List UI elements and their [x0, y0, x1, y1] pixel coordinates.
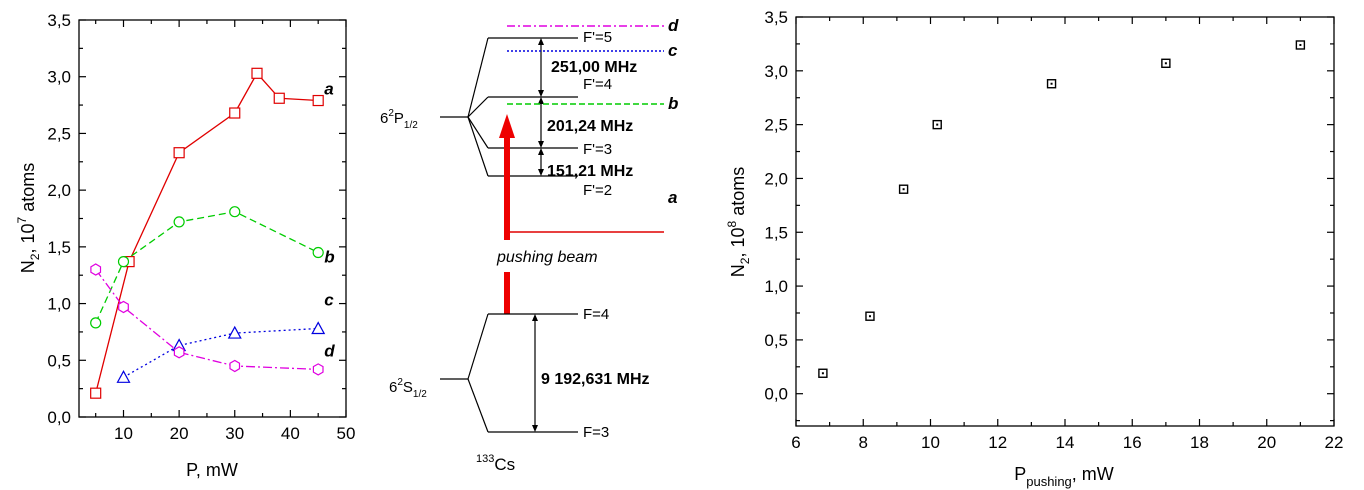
series-a-point: [229, 107, 241, 119]
data-point: [898, 184, 909, 194]
p-state-label: 62P1/2: [380, 108, 418, 131]
series-c-line: [123, 327, 319, 378]
data-point: [865, 311, 875, 321]
left-series: a b c d: [90, 67, 335, 399]
series-d-label: d: [324, 341, 335, 360]
right-plot-frame: [795, 16, 1335, 427]
left-y-tick-2: 1,0: [47, 295, 71, 314]
splitting-ground: 9 192,631 MHz: [541, 371, 650, 388]
left-x-axis-label: P, mW: [186, 460, 238, 480]
right-series: [818, 40, 1306, 378]
series-b-point: [90, 317, 102, 329]
series-a-point: [312, 94, 324, 107]
left-y-tick-0: 0,0: [47, 408, 71, 427]
right-y-tick-3: 1,5: [764, 223, 788, 242]
splitting-f5-f4: 251,00 MHz: [551, 59, 637, 76]
left-y-tick-1: 0,5: [47, 351, 71, 370]
left-y-tick-6: 3,0: [47, 68, 71, 87]
right-x-tick-1: 8: [859, 433, 868, 452]
right-y-axis-label: N2, 108 atoms: [725, 167, 752, 277]
left-y-tick-5: 2,5: [47, 124, 71, 143]
series-c-point: [227, 325, 242, 339]
data-point: [818, 368, 828, 378]
line-d-label: d: [668, 16, 679, 35]
data-point: [1161, 58, 1171, 68]
left-x-tick-2: 30: [225, 424, 244, 443]
s-state-label: 62S1/2: [389, 377, 427, 400]
line-c-label: c: [668, 41, 678, 60]
series-b-point: [173, 216, 185, 228]
right-y-tick-5: 2,5: [764, 116, 788, 135]
series-d-line: [95, 269, 319, 371]
left-y-tick-4: 2,0: [47, 181, 71, 200]
level-f3-label: F=3: [583, 424, 609, 441]
right-y-tick-6: 3,0: [764, 62, 788, 81]
left-y-tick-3: 1,5: [47, 238, 71, 257]
left-y-axis: 0,0 0,5 1,0 1,5 2,0 2,5 3,0 3,5: [47, 11, 346, 427]
left-x-tick-4: 50: [337, 424, 356, 443]
series-b-point: [229, 206, 241, 218]
series-d-point: [229, 359, 241, 373]
left-x-axis: 10 20 30 40 50: [95, 20, 356, 443]
left-plot-frame: [78, 19, 347, 418]
right-y-tick-1: 0,5: [764, 331, 788, 350]
splitting-f4-f3: 201,24 MHz: [547, 118, 633, 135]
right-y-tick-4: 2,0: [764, 169, 788, 188]
splitting-f3-f2: 151,21 MHz: [547, 163, 633, 180]
right-y-tick-2: 1,0: [764, 277, 788, 296]
right-y-axis: 0,0 0,5 1,0 1,5 2,0 2,5 3,0 3,5: [764, 8, 1334, 422]
right-x-axis-label: Ppushing, mW: [1014, 464, 1114, 489]
left-x-tick-3: 40: [281, 424, 300, 443]
series-d-point: [118, 300, 129, 314]
series-d-point: [173, 346, 185, 359]
left-chart: 10 20 30 40 50 0,0 0,5 1,0 1,5 2,0 2,5 3,0 3,5 a b c d…: [15, 11, 355, 480]
line-a-label: a: [668, 188, 677, 207]
series-a-point: [251, 67, 263, 79]
series-b-label: b: [324, 248, 334, 267]
energy-level-diagram: 62P1/2 F'=5 F'=4 F'=3 F'=2 251,00 MHz 20…: [380, 16, 679, 474]
level-f5-label: F'=5: [583, 29, 612, 46]
right-chart: 6 8 10 12 14 16 18 20 22 0,0 0,5 1,0 1,5 2,0 2,5 3,0 3,…: [725, 8, 1343, 489]
level-f4-prime-label: F'=4: [583, 76, 612, 93]
data-point: [1295, 40, 1306, 50]
left-y-tick-7: 3,5: [47, 11, 71, 30]
level-f3-prime-label: F'=3: [583, 141, 612, 158]
right-x-tick-4: 14: [1056, 433, 1075, 452]
right-y-tick-0: 0,0: [764, 385, 788, 404]
series-c-label: c: [324, 291, 334, 310]
right-x-axis: 6 8 10 12 14 16 18 20 22: [791, 17, 1343, 452]
right-x-tick-8: 22: [1325, 433, 1344, 452]
right-x-tick-5: 16: [1123, 433, 1142, 452]
series-d-point: [312, 363, 324, 376]
data-point: [1046, 79, 1057, 89]
right-x-tick-2: 10: [921, 433, 940, 452]
level-f4-label: F=4: [583, 306, 609, 323]
left-x-tick-1: 20: [170, 424, 189, 443]
right-x-tick-7: 20: [1257, 433, 1276, 452]
level-f2-prime-label: F'=2: [583, 182, 612, 199]
series-c-point: [311, 321, 326, 335]
series-b-point: [117, 256, 130, 268]
series-a-point: [273, 92, 285, 104]
right-x-tick-0: 6: [791, 433, 800, 452]
line-b-label: b: [668, 94, 678, 113]
right-x-tick-3: 12: [988, 433, 1007, 452]
series-a-point: [90, 387, 102, 399]
series-a-point: [173, 147, 185, 159]
pushing-beam-label: pushing beam: [496, 249, 598, 266]
series-a-line: [95, 72, 319, 394]
left-x-tick-0: 10: [114, 424, 133, 443]
isotope-label: 133Cs: [476, 453, 515, 474]
series-c-point: [116, 370, 131, 383]
series-b-line: [95, 211, 319, 324]
series-b-point: [312, 246, 324, 259]
series-a-label: a: [324, 80, 333, 99]
data-point: [932, 119, 942, 130]
right-x-tick-6: 18: [1190, 433, 1209, 452]
right-y-tick-7: 3,5: [764, 8, 788, 27]
series-d-point: [90, 263, 102, 276]
left-y-axis-label: N2, 107 atoms: [15, 163, 42, 273]
